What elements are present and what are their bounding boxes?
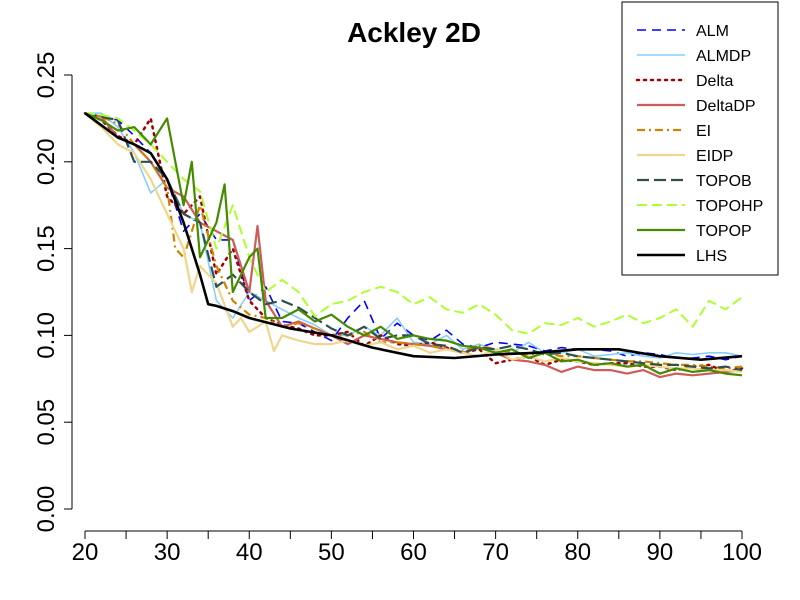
y-tick-label: 0.20 xyxy=(33,138,60,185)
x-tick-label: 70 xyxy=(482,539,509,566)
legend-label-ei: EI xyxy=(696,123,711,140)
y-tick-label: 0.25 xyxy=(33,52,60,99)
chart-title: Ackley 2D xyxy=(347,17,481,48)
y-tick-label: 0.00 xyxy=(33,486,60,533)
series-group xyxy=(83,111,744,379)
legend-label-topop: TOPOP xyxy=(696,223,752,240)
x-tick-label: 50 xyxy=(318,539,345,566)
legend-label-eidp: EIDP xyxy=(696,148,733,165)
legend-label-almdp: ALMDP xyxy=(696,48,751,65)
x-tick-label: 100 xyxy=(722,539,762,566)
x-tick-label: 20 xyxy=(72,539,99,566)
y-tick-label: 0.15 xyxy=(33,225,60,272)
y-tick-label: 0.05 xyxy=(33,399,60,446)
x-tick-label: 80 xyxy=(564,539,591,566)
axes: 20 30 40 50 60 70 80 90 100 0.00 0.05 0.10 0.15 0.20 0… xyxy=(33,52,762,566)
series-line-ei xyxy=(84,112,743,370)
legend-label-lhs: LHS xyxy=(696,248,727,265)
series-line-lhs xyxy=(84,112,743,362)
legend-label-topohp: TOPOHP xyxy=(696,198,763,215)
legend-label-delta: Delta xyxy=(696,73,733,90)
legend: ALM ALMDP Delta DeltaDP EI EIDP TOPOB TOPOHP TOP… xyxy=(621,1,779,276)
x-tick-label: 30 xyxy=(154,539,181,566)
legend-label-topob: TOPOB xyxy=(696,173,752,190)
x-tick-label: 90 xyxy=(647,539,674,566)
legend-label-alm: ALM xyxy=(696,23,729,40)
x-tick-label: 60 xyxy=(400,539,427,566)
x-tick-label: 40 xyxy=(236,539,263,566)
legend-label-deltadp: DeltaDP xyxy=(696,98,756,115)
series-line-topop xyxy=(84,112,743,377)
y-tick-label: 0.10 xyxy=(33,312,60,359)
